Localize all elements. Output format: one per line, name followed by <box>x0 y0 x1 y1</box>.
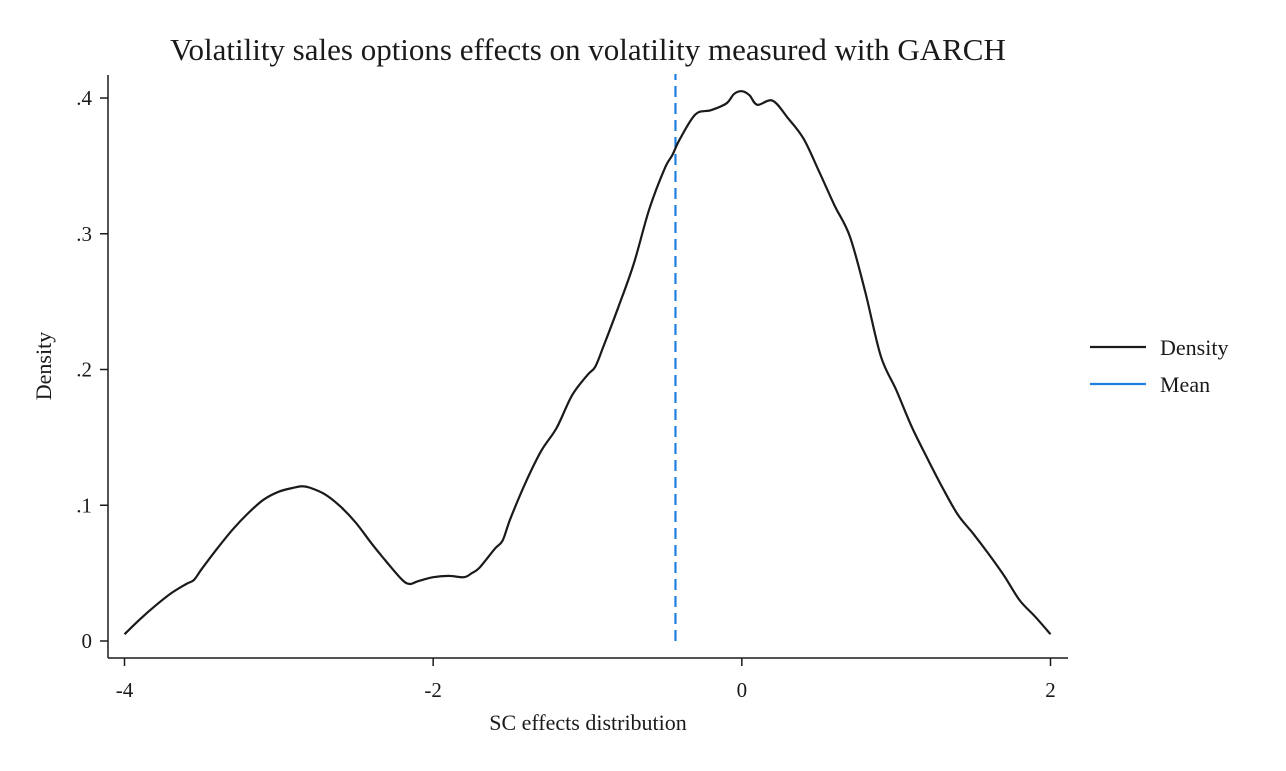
x-axis-ticks: -4 -2 0 2 <box>116 658 1056 702</box>
y-tick-label: .4 <box>76 86 92 110</box>
legend-label-mean: Mean <box>1160 372 1210 397</box>
x-tick-label: 2 <box>1045 678 1056 702</box>
density-line <box>123 90 1052 635</box>
chart-title: Volatility sales options effects on vola… <box>170 32 1006 67</box>
y-axis-ticks: 0 .1 .2 .3 .4 <box>76 86 108 653</box>
x-axis-title: SC effects distribution <box>489 710 687 735</box>
y-tick-label: .3 <box>76 222 92 246</box>
x-tick-label: -2 <box>424 678 442 702</box>
y-tick-label: .2 <box>76 358 92 382</box>
plot-area: 0 .1 .2 .3 .4 -4 -2 0 2 <box>76 74 1068 702</box>
x-tick-label: -4 <box>116 678 134 702</box>
series-layer <box>123 74 1052 641</box>
y-tick-label: .1 <box>76 493 92 517</box>
legend-label-density: Density <box>1160 335 1228 360</box>
y-tick-label: 0 <box>82 629 93 653</box>
legend: Density Mean <box>1090 335 1228 397</box>
y-axis-title: Density <box>31 332 56 400</box>
x-tick-label: 0 <box>737 678 748 702</box>
